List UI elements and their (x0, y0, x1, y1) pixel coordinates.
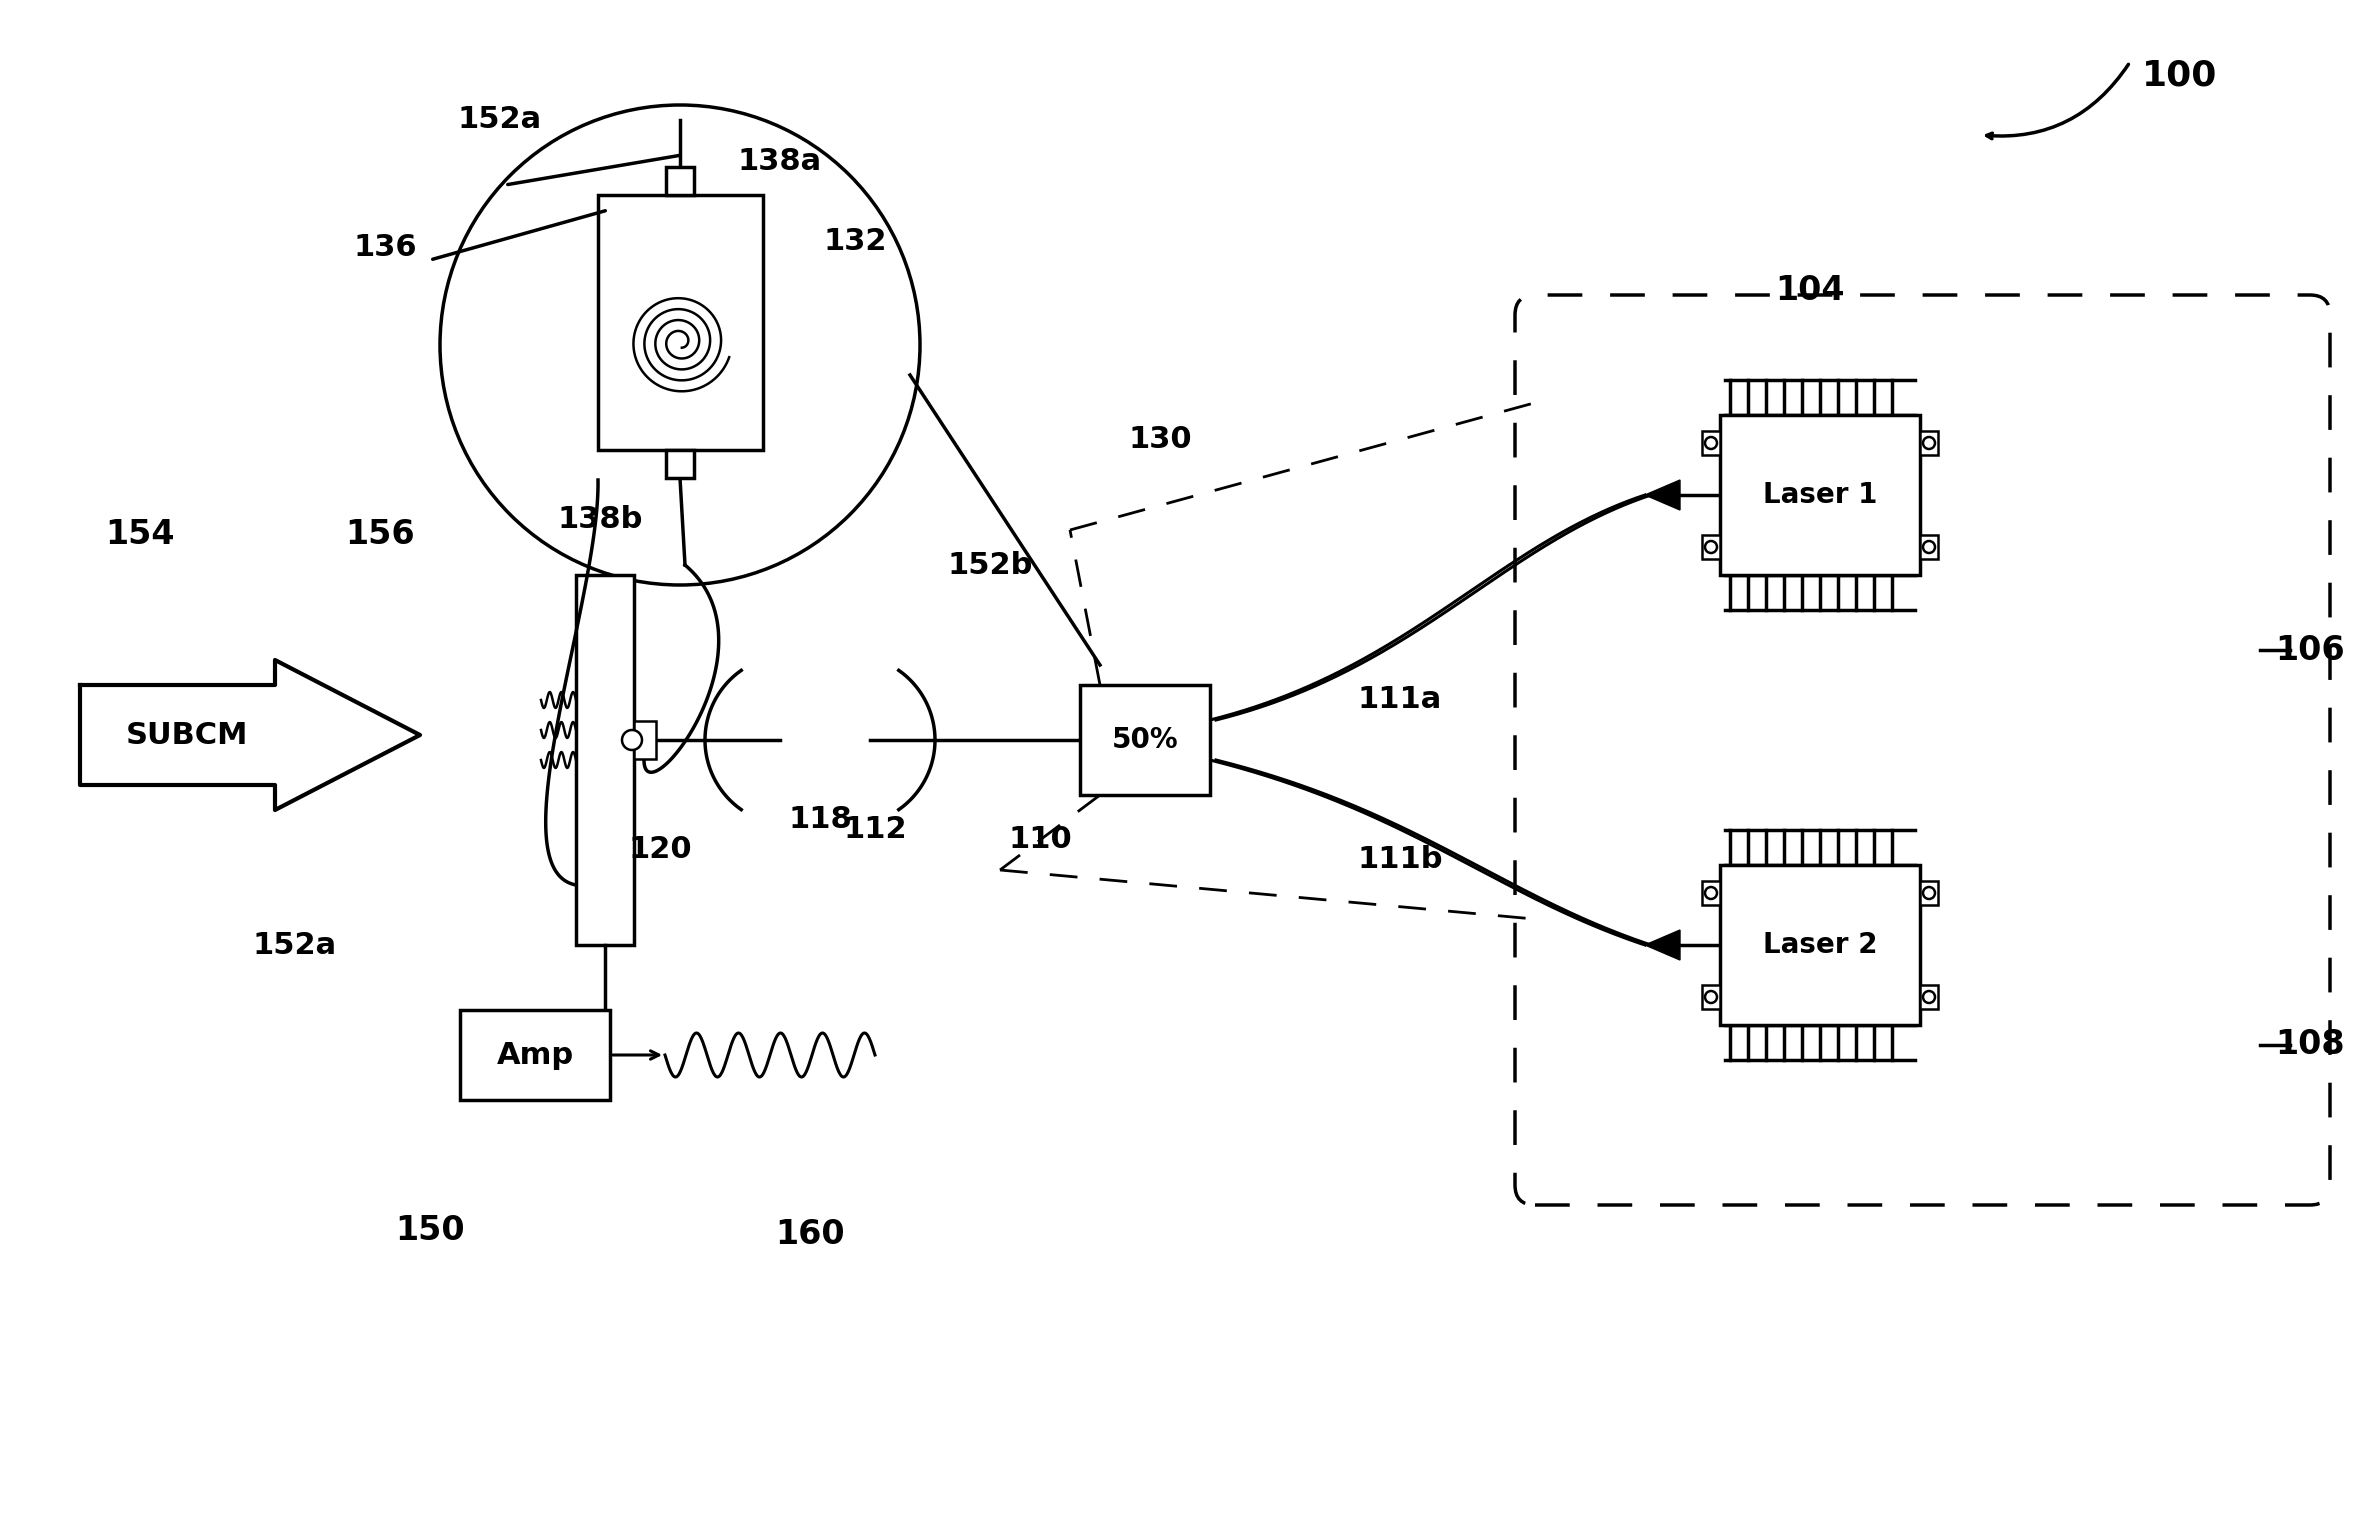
Bar (1721, 864, 1920, 1025)
Bar (634, 721, 656, 759)
Circle shape (1704, 540, 1716, 553)
Text: 156: 156 (346, 518, 414, 551)
Bar (1702, 534, 1721, 559)
Text: 111a: 111a (1359, 686, 1442, 715)
Text: 50%: 50% (1112, 727, 1179, 754)
Bar (1079, 684, 1210, 795)
Bar (1721, 415, 1920, 575)
Text: Laser 1: Laser 1 (1763, 481, 1877, 509)
Text: 112: 112 (843, 816, 907, 845)
Bar (1920, 431, 1939, 456)
Circle shape (440, 104, 921, 584)
Polygon shape (1645, 480, 1681, 510)
Text: 132: 132 (824, 227, 888, 256)
Text: 154: 154 (104, 518, 175, 551)
Bar (1920, 881, 1939, 905)
Circle shape (1922, 540, 1934, 553)
Circle shape (1922, 438, 1934, 450)
Bar (1920, 534, 1939, 559)
Circle shape (623, 730, 641, 749)
Circle shape (1922, 887, 1934, 899)
Text: 104: 104 (1775, 274, 1844, 306)
Bar (1702, 431, 1721, 456)
Circle shape (1704, 438, 1716, 450)
Text: SUBCM: SUBCM (125, 721, 249, 749)
Bar (599, 195, 762, 450)
Text: 152b: 152b (947, 551, 1032, 580)
Text: 120: 120 (627, 836, 691, 864)
Text: Amp: Amp (497, 1040, 573, 1069)
Circle shape (1704, 992, 1716, 1002)
Text: 130: 130 (1129, 425, 1193, 454)
Bar (1702, 881, 1721, 905)
Bar (1702, 986, 1721, 1008)
Bar (665, 167, 694, 195)
Text: 118: 118 (788, 805, 852, 834)
Text: 138b: 138b (556, 506, 644, 534)
Text: 108: 108 (2275, 1028, 2346, 1061)
Bar (575, 575, 634, 945)
Bar (665, 450, 694, 478)
Text: 100: 100 (2142, 58, 2218, 92)
Text: Laser 2: Laser 2 (1763, 931, 1877, 958)
Circle shape (1704, 887, 1716, 899)
Bar (1920, 986, 1939, 1008)
Text: 152a: 152a (253, 931, 336, 960)
Polygon shape (80, 660, 419, 810)
Text: 138a: 138a (739, 147, 821, 177)
Circle shape (1922, 992, 1934, 1002)
Bar (459, 1010, 611, 1101)
Polygon shape (1645, 930, 1681, 960)
Text: 152a: 152a (457, 106, 542, 135)
Text: 110: 110 (1008, 825, 1072, 854)
Text: 160: 160 (774, 1219, 845, 1252)
Text: 111b: 111b (1356, 845, 1444, 875)
Text: 106: 106 (2275, 633, 2346, 666)
Text: 136: 136 (353, 233, 417, 262)
Text: 150: 150 (395, 1214, 464, 1246)
